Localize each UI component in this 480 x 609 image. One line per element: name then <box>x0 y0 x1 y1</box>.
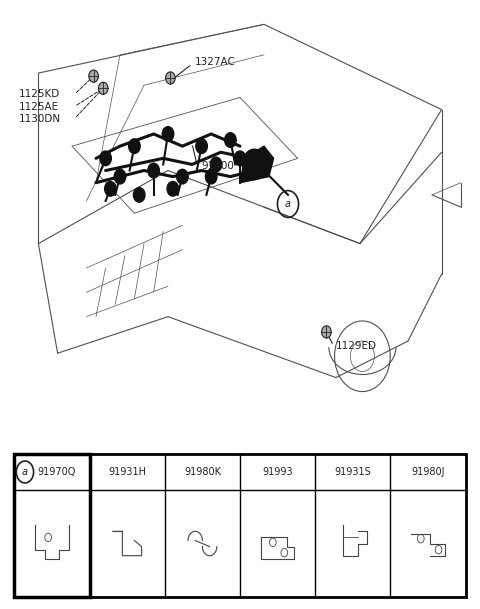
Text: a: a <box>285 199 291 209</box>
Text: 1125AE: 1125AE <box>19 102 60 111</box>
Circle shape <box>166 72 175 84</box>
Circle shape <box>129 139 140 153</box>
Circle shape <box>148 163 159 178</box>
Circle shape <box>89 70 98 82</box>
Text: 1130DN: 1130DN <box>19 114 61 124</box>
Circle shape <box>244 163 255 178</box>
Text: 91931H: 91931H <box>108 467 146 477</box>
Circle shape <box>205 169 217 184</box>
Text: 91993: 91993 <box>262 467 293 477</box>
Circle shape <box>242 149 266 180</box>
Circle shape <box>234 151 246 166</box>
Circle shape <box>322 326 331 338</box>
Circle shape <box>114 169 126 184</box>
Polygon shape <box>240 146 274 183</box>
Text: a: a <box>22 467 28 477</box>
Text: 91980K: 91980K <box>184 467 221 477</box>
Text: 91931S: 91931S <box>335 467 371 477</box>
Circle shape <box>167 181 179 196</box>
Circle shape <box>133 188 145 202</box>
Circle shape <box>210 157 222 172</box>
Circle shape <box>98 82 108 94</box>
Text: 91980J: 91980J <box>411 467 445 477</box>
Circle shape <box>105 181 116 196</box>
Bar <box>14 454 90 597</box>
Text: 1125KD: 1125KD <box>19 90 60 99</box>
Text: 91400: 91400 <box>202 161 234 171</box>
Text: 1327AC: 1327AC <box>194 57 235 67</box>
Circle shape <box>100 151 111 166</box>
FancyBboxPatch shape <box>14 454 466 597</box>
Circle shape <box>225 133 236 147</box>
Circle shape <box>162 127 174 141</box>
Circle shape <box>196 139 207 153</box>
Text: 1129ED: 1129ED <box>336 341 377 351</box>
Text: 91970Q: 91970Q <box>37 467 76 477</box>
Circle shape <box>177 169 188 184</box>
